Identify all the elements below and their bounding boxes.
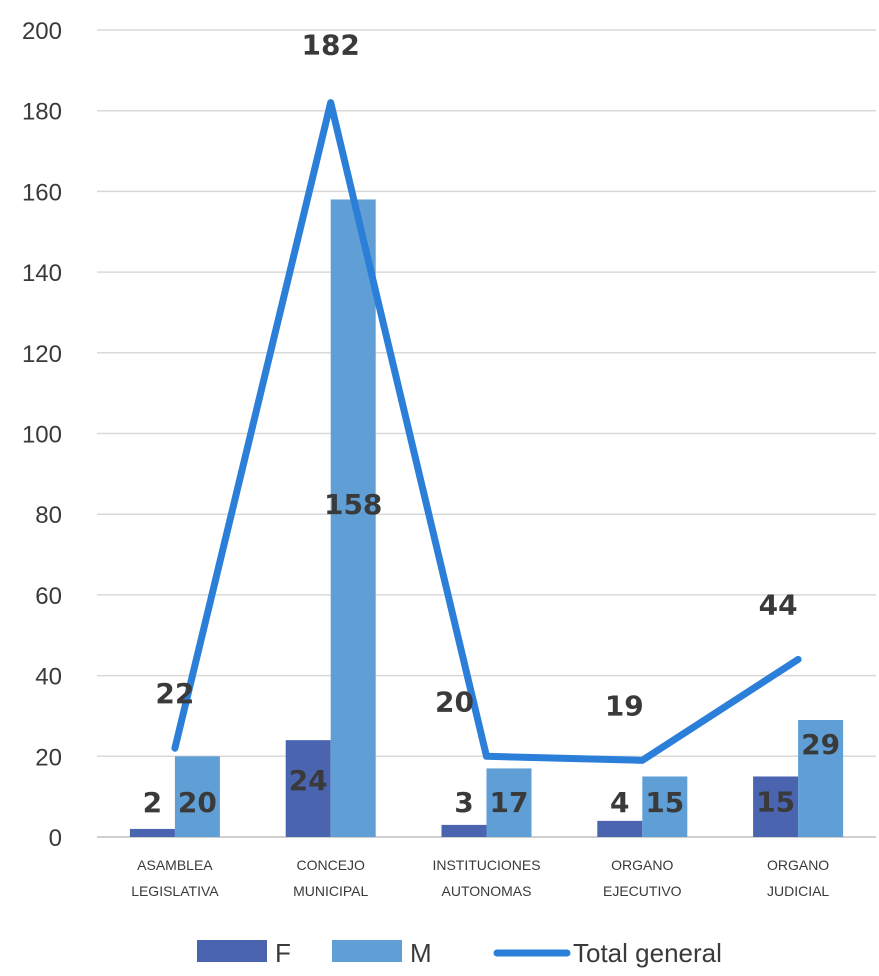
bar-f (597, 820, 643, 837)
x-tick-label: ORGANO (767, 857, 829, 873)
data-label-m: 158 (324, 488, 382, 521)
total-line (171, 99, 802, 764)
y-tick-label: 200 (22, 18, 62, 45)
legend-label-m: M (410, 938, 432, 968)
data-label-m: 29 (801, 728, 840, 761)
data-label-m: 17 (490, 786, 529, 819)
x-tick-label: CONCEJO (296, 857, 365, 873)
y-tick-label: 80 (35, 502, 62, 529)
y-tick-label: 40 (35, 664, 62, 691)
legend-swatch-f (197, 940, 267, 962)
y-tick-label: 120 (22, 341, 62, 368)
y-tick-label: 100 (22, 422, 62, 449)
x-tick-label: EJECUTIVO (603, 883, 682, 899)
line-total-general (171, 99, 802, 764)
x-tick-label: ASAMBLEA (137, 857, 213, 873)
data-label-f: 4 (610, 786, 629, 819)
data-label-total: 20 (435, 685, 474, 718)
bar-m (174, 756, 220, 837)
x-tick-label: INSTITUCIONES (432, 857, 540, 873)
data-label-f: 24 (289, 764, 328, 797)
y-tick-label: 180 (22, 99, 62, 126)
legend-swatch-m (332, 940, 402, 962)
data-label-total: 19 (605, 689, 644, 722)
y-tick-label: 60 (35, 583, 62, 610)
bar-m (798, 719, 844, 837)
data-label-f: 2 (143, 786, 162, 819)
data-label-m: 20 (178, 786, 217, 819)
y-tick-label: 140 (22, 260, 62, 287)
legend-label-total: Total general (573, 938, 722, 968)
x-tick-label: AUTONOMAS (442, 883, 532, 899)
data-label-m: 15 (645, 786, 684, 819)
bar-f (285, 740, 331, 837)
bar-f (129, 828, 175, 837)
legend: F M Total general (197, 938, 722, 968)
x-tick-label: LEGISLATIVA (131, 883, 219, 899)
y-tick-label: 160 (22, 179, 62, 206)
bars (129, 199, 844, 838)
x-tick-label: MUNICIPAL (293, 883, 368, 899)
data-label-total: 22 (155, 677, 194, 710)
bar-f (753, 776, 799, 837)
data-label-f: 15 (756, 785, 795, 818)
y-axis-tick-labels: 0 20 40 60 80 100 120 140 160 180 200 (22, 18, 62, 852)
y-tick-label: 0 (49, 825, 62, 852)
gridlines (97, 29, 876, 838)
bar-m (330, 199, 376, 838)
x-tick-label: JUDICIAL (767, 883, 829, 899)
category-labels: ASAMBLEA LEGISLATIVA CONCEJO MUNICIPAL INSTI… (131, 857, 829, 899)
x-tick-label: ORGANO (611, 857, 673, 873)
y-tick-label: 20 (35, 744, 62, 771)
data-label-total: 44 (759, 588, 798, 621)
data-label-total: 182 (301, 29, 359, 62)
bar-m (642, 776, 688, 837)
bar-m (486, 768, 532, 837)
bar-f (441, 824, 487, 837)
data-label-f: 3 (454, 786, 473, 819)
legend-label-f: F (275, 938, 291, 968)
